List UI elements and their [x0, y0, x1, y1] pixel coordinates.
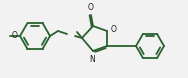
- Text: O: O: [111, 26, 116, 34]
- Text: O: O: [88, 3, 94, 12]
- Text: O: O: [12, 32, 18, 40]
- Text: N: N: [89, 55, 95, 63]
